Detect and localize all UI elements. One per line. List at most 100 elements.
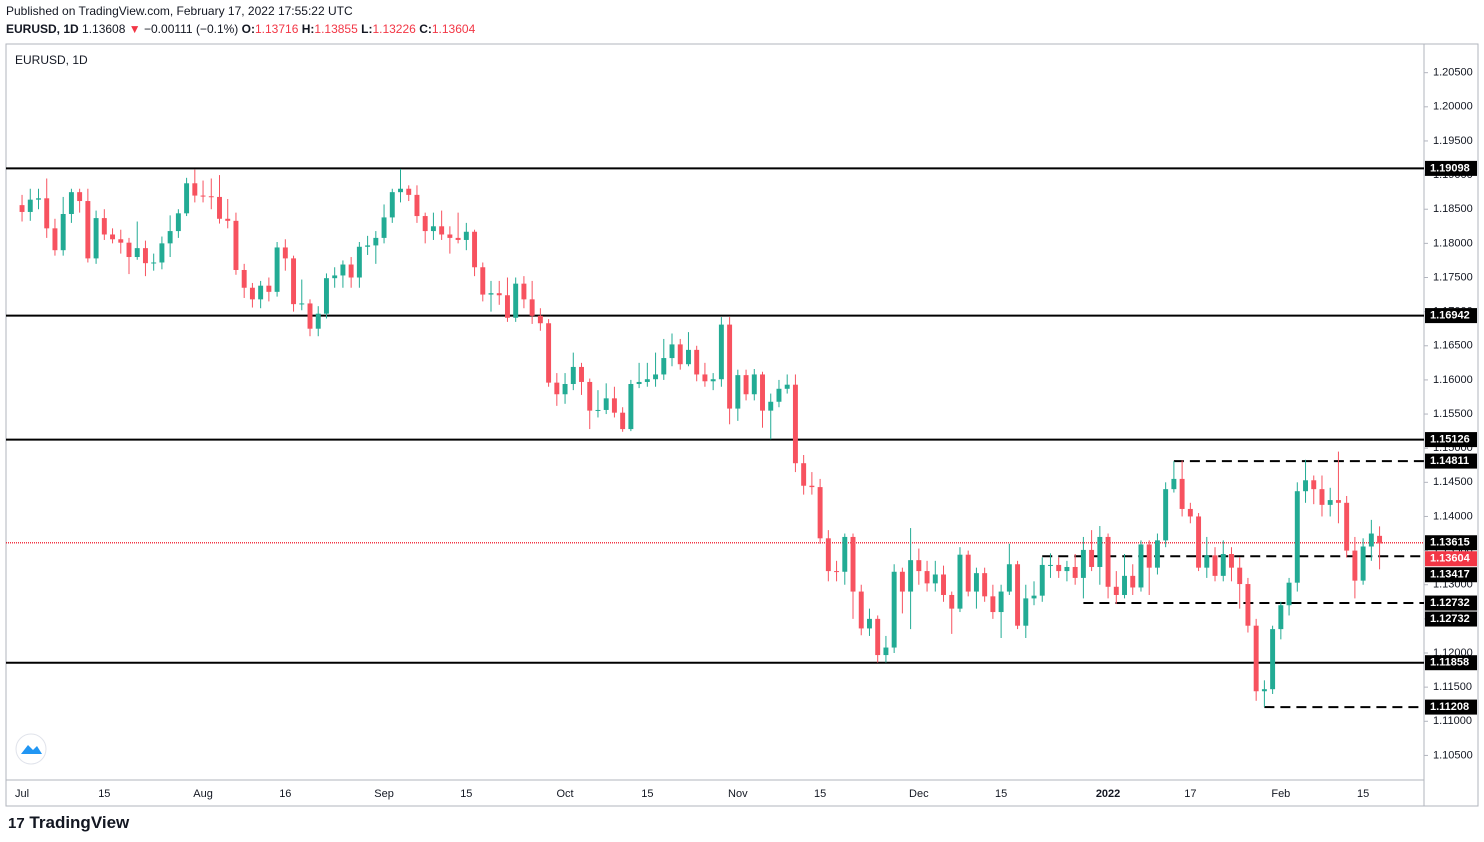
candle-body [323, 278, 329, 314]
candle-body [504, 295, 510, 318]
candle-body [817, 487, 823, 539]
candle-body [241, 269, 247, 288]
candle-body [348, 264, 354, 278]
candle-body [990, 596, 996, 613]
candle-body [611, 398, 617, 413]
candle-body [398, 188, 403, 193]
x-tick-label: Nov [728, 788, 748, 800]
candle-body [85, 201, 91, 259]
y-tick-label: 1.14000 [1433, 510, 1473, 522]
candle-body [1056, 564, 1062, 572]
candle-body [447, 234, 453, 238]
price-label-bg [1425, 567, 1477, 583]
candle-body [1113, 586, 1119, 595]
y-tick-label: 1.16000 [1433, 374, 1473, 386]
price-label: 1.13604 [1430, 553, 1471, 565]
candle-body [167, 231, 173, 244]
candle-body [77, 192, 83, 202]
candle-body [1130, 575, 1136, 588]
candle-body [513, 283, 519, 318]
change: −0.00111 (−0.1%) [144, 22, 239, 36]
candle-body [496, 293, 502, 296]
brand: 17 TradingView [8, 813, 129, 833]
candle-body [924, 571, 930, 584]
candle-body [957, 554, 963, 609]
candle-body [521, 283, 527, 300]
candle-body [1360, 546, 1366, 581]
candle-body [998, 591, 1004, 613]
candle-body [792, 384, 798, 464]
candle-body [93, 218, 99, 259]
candle-body [710, 379, 716, 382]
candle-body [973, 573, 979, 592]
x-tick-label: 15 [460, 788, 472, 800]
change-arrow: ▼ [128, 22, 141, 36]
candle-body [1220, 554, 1226, 576]
candle-body [1294, 491, 1300, 583]
x-tick-label: 15 [814, 788, 826, 800]
candle-body [52, 228, 58, 251]
candle-body [949, 594, 955, 609]
candle-body [628, 384, 634, 430]
candle-body [587, 381, 593, 411]
candle-body [118, 239, 124, 243]
candle-body [743, 375, 749, 395]
candle-body [916, 560, 922, 572]
candle-body [291, 258, 297, 305]
candle-body [1303, 480, 1308, 492]
candle-body [768, 401, 774, 411]
y-tick-label: 1.15500 [1433, 408, 1473, 420]
frame [5, 43, 1479, 807]
x-tick-label: 15 [641, 788, 653, 800]
candle-body [1138, 544, 1144, 588]
candle-body [422, 216, 428, 232]
candle-body [570, 366, 576, 385]
candle-body [208, 196, 214, 198]
y-tick-label: 1.10500 [1433, 749, 1473, 761]
candle-body [480, 267, 486, 295]
candle-body [965, 554, 971, 592]
low-label: L: [361, 22, 373, 36]
candle-body [1154, 540, 1160, 568]
candle-body [1245, 584, 1251, 626]
y-tick-label: 1.20500 [1433, 67, 1473, 79]
candle-body [414, 194, 420, 217]
candle-body [620, 412, 626, 430]
candle-body [1237, 567, 1243, 585]
candle-body [1031, 595, 1037, 599]
candle-body [1064, 566, 1070, 572]
candle-body [1286, 582, 1292, 606]
y-tick-label: 1.18000 [1433, 237, 1473, 249]
candle-body [1072, 566, 1078, 578]
candle-body [1187, 508, 1193, 517]
candle-body [727, 324, 733, 409]
candle-body [27, 199, 33, 212]
high-value: 1.13855 [314, 22, 358, 36]
candle-body [36, 198, 41, 200]
symbol: EURUSD, 1D [6, 22, 79, 36]
candle-body [299, 303, 305, 305]
x-tick-label: Aug [193, 788, 213, 800]
price-label-bg [1425, 611, 1477, 627]
candle-body [636, 381, 642, 385]
candle-body [110, 234, 116, 240]
x-tick-label: Sep [374, 788, 394, 800]
candle-body [1278, 605, 1284, 630]
candle-body [669, 344, 675, 359]
candle-body [1146, 544, 1152, 568]
price-label: 1.14811 [1430, 455, 1469, 467]
candle-body [1080, 549, 1086, 578]
open-label: O: [241, 22, 255, 36]
candle-body [266, 285, 272, 292]
candle-body [233, 220, 239, 270]
candle-body [653, 374, 659, 380]
candle-body [1253, 625, 1259, 692]
price-label-bg [1425, 308, 1477, 324]
price-label-bg [1425, 551, 1477, 567]
candle-body [858, 591, 864, 629]
price-label-bg [1425, 699, 1477, 715]
price-label: 1.13417 [1430, 569, 1470, 581]
x-tick-label: Feb [1271, 788, 1290, 800]
candle-body [1229, 554, 1234, 568]
x-tick-label: 16 [279, 788, 291, 800]
